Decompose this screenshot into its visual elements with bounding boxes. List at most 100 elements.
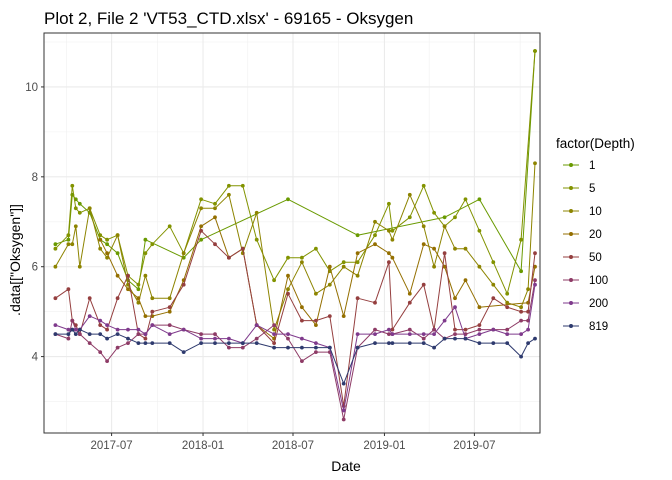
data-point-20 [390,255,395,260]
series-50 [53,228,537,408]
data-point-50 [387,260,391,265]
data-point-50 [181,282,186,287]
data-point-20 [167,309,172,314]
data-point-200 [254,323,259,327]
data-point-5 [300,255,304,260]
data-point-10 [314,291,318,296]
legend-item-819: 819 [563,321,608,333]
data-point-5 [421,183,426,188]
legend-label: 20 [589,229,602,241]
legend-key-point [569,324,573,328]
series-100 [53,278,537,422]
legend-key-point [569,232,573,236]
data-point-10 [272,327,276,332]
data-point-10 [77,264,82,269]
data-point-50 [519,309,523,314]
series-819 [53,327,537,386]
legend-key-point [569,278,573,282]
data-point-100 [167,323,172,327]
data-point-10 [463,246,468,251]
data-point-10 [533,161,537,166]
data-point-5 [213,201,217,206]
data-point-20 [199,224,204,229]
data-point-50 [87,296,92,301]
data-point-819 [463,336,468,341]
data-point-5 [254,237,259,242]
data-point-50 [390,327,395,332]
data-point-100 [77,332,82,336]
data-point-1 [199,237,204,242]
data-point-819 [66,332,71,336]
y-tick-label: 8 [32,172,38,184]
data-point-50 [98,323,103,327]
data-point-819 [300,345,304,350]
data-point-200 [453,305,457,310]
data-point-10 [432,264,436,269]
data-point-5 [136,282,141,287]
data-point-50 [327,314,332,318]
data-point-819 [227,341,231,345]
data-point-1 [115,251,120,256]
data-point-50 [53,296,58,301]
data-point-200 [286,332,290,336]
x-axis-title: Date [331,458,361,474]
data-point-1 [355,233,360,238]
data-point-20 [421,242,426,247]
data-point-819 [355,345,360,350]
data-point-20 [143,314,148,318]
data-point-10 [167,296,172,301]
plot-border [43,32,541,434]
data-point-200 [150,323,155,327]
legend-key-point [569,301,573,305]
data-point-100 [98,350,103,354]
data-point-5 [491,260,496,265]
data-point-200 [533,282,537,287]
data-point-200 [526,327,530,332]
data-point-50 [491,296,496,301]
data-point-50 [533,251,537,256]
data-point-10 [286,287,290,292]
series-layer [53,49,537,422]
data-point-1 [77,201,82,206]
y-tick-label: 6 [32,262,38,274]
data-point-100 [407,327,412,332]
data-point-200 [432,332,436,336]
data-point-100 [105,359,109,363]
data-point-5 [533,49,537,53]
data-point-819 [213,341,217,345]
data-point-200 [73,327,78,332]
legend-item-50: 50 [563,252,602,264]
legend-item-1: 1 [563,160,595,172]
data-point-5 [53,246,58,251]
data-point-10 [442,224,447,229]
data-point-10 [70,242,75,247]
chart-title: Plot 2, File 2 'VT53_CTD.xlsx' - 69165 -… [44,9,413,28]
data-point-819 [286,345,290,350]
y-tick-label: 10 [25,82,38,94]
data-point-10 [407,192,412,197]
data-point-50 [407,300,412,305]
x-tick-label: 2018-01 [182,440,224,452]
data-point-100 [136,332,141,336]
data-point-100 [300,359,304,363]
data-point-10 [227,192,231,197]
data-point-50 [66,287,71,292]
data-point-819 [199,341,204,345]
legend-label: 819 [589,321,608,333]
data-point-5 [77,210,82,215]
data-point-50 [105,327,109,332]
data-point-5 [432,210,436,215]
data-point-5 [66,233,71,238]
data-point-5 [453,215,457,220]
legend-label: 50 [589,252,602,264]
data-point-819 [477,341,482,345]
series-5 [53,49,537,296]
data-point-819 [390,341,395,345]
data-point-5 [240,183,245,188]
data-point-100 [432,327,436,332]
data-point-50 [143,336,148,341]
data-point-50 [373,300,377,305]
data-point-100 [87,341,92,345]
data-point-10 [105,255,109,260]
data-point-10 [526,287,530,292]
